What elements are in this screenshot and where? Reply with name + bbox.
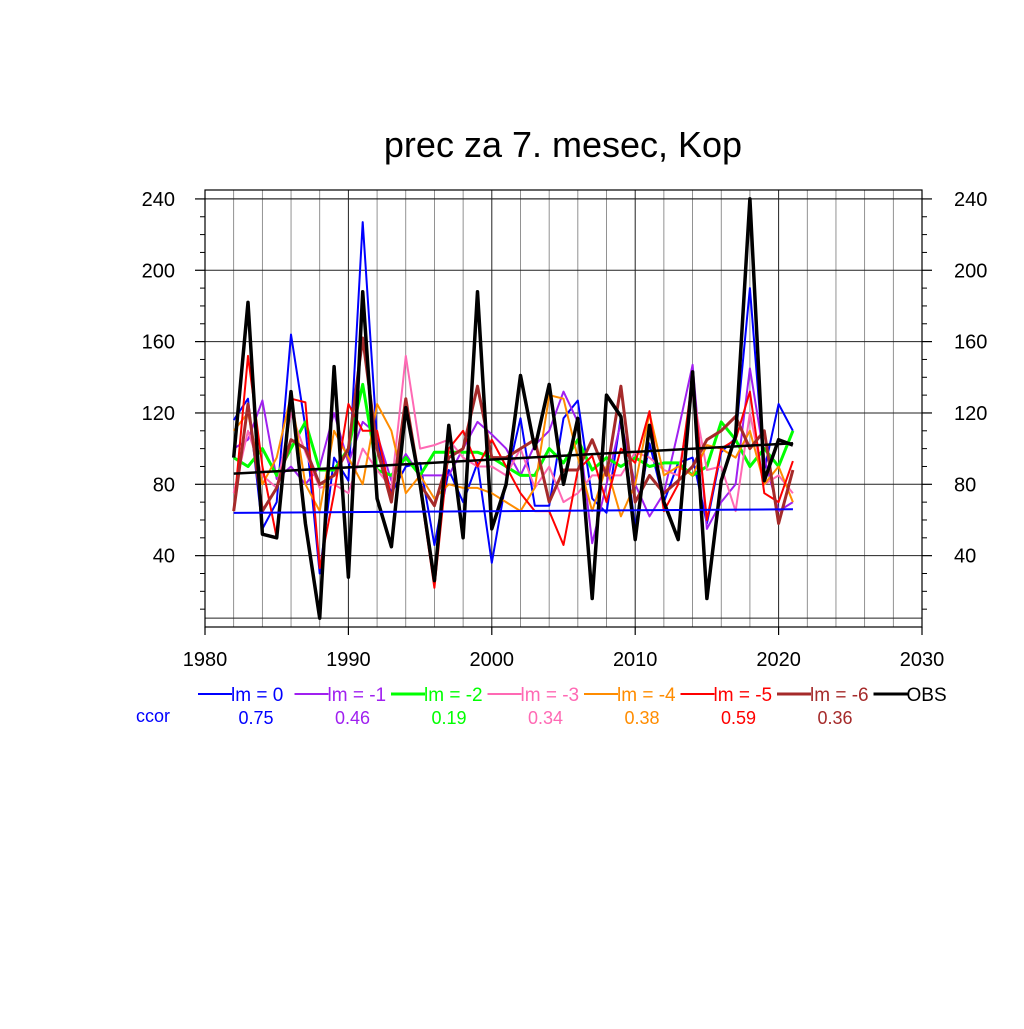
legend-label-3: lm = -3 (521, 685, 580, 706)
legend-label-4: lm = -4 (617, 685, 676, 706)
y-tick-label-right: 120 (954, 403, 987, 425)
x-tick-label: 2010 (613, 649, 658, 671)
grid (205, 190, 922, 627)
ccor-value-6: 0.36 (817, 708, 852, 728)
y-tick-label-left: 40 (153, 546, 175, 568)
y-tick-label-left: 120 (142, 403, 175, 425)
ccor-value-3: 0.34 (528, 708, 563, 728)
y-tick-label-right: 160 (954, 332, 987, 354)
legend-label-5: lm = -5 (714, 685, 773, 706)
y-tick-label-left: 160 (142, 332, 175, 354)
trend-lines (233, 442, 794, 514)
ccor-value-0: 0.75 (238, 708, 273, 728)
y-tick-label-left: 80 (153, 474, 175, 496)
trend-line-7 (233, 442, 794, 475)
legend-label-7: OBS (907, 685, 947, 706)
ccor-label: ccor (136, 706, 170, 726)
x-tick-label: 2000 (470, 649, 515, 671)
x-tick-label: 2020 (756, 649, 801, 671)
ccor-value-5: 0.59 (721, 708, 756, 728)
y-tick-label-right: 40 (954, 546, 976, 568)
ccor-value-2: 0.19 (431, 708, 466, 728)
series-line-7 (231, 197, 794, 620)
x-tick-label: 1980 (183, 649, 228, 671)
legend-label-6: lm = -6 (810, 685, 869, 706)
x-tick-label: 2030 (900, 649, 945, 671)
trend-line-0 (233, 508, 793, 514)
y-tick-label-left: 240 (142, 189, 175, 211)
chart-title: prec za 7. mesec, Kop (384, 124, 742, 165)
y-tick-label-right: 240 (954, 189, 987, 211)
ccor-value-1: 0.46 (335, 708, 370, 728)
y-tick-label-right: 80 (954, 474, 976, 496)
y-tick-label-left: 200 (142, 260, 175, 282)
ccor-value-4: 0.38 (624, 708, 659, 728)
x-tick-label: 1990 (326, 649, 371, 671)
legend-label-0: lm = 0 (231, 685, 283, 706)
legend-label-1: lm = -1 (328, 685, 387, 706)
plot-frame (204, 189, 923, 628)
y-tick-label-right: 200 (954, 260, 987, 282)
axes: 40 40 80 80 120 120 160 160 200 200 240 240 1980 1990… (142, 189, 988, 671)
legend-label-2: lm = -2 (424, 685, 483, 706)
